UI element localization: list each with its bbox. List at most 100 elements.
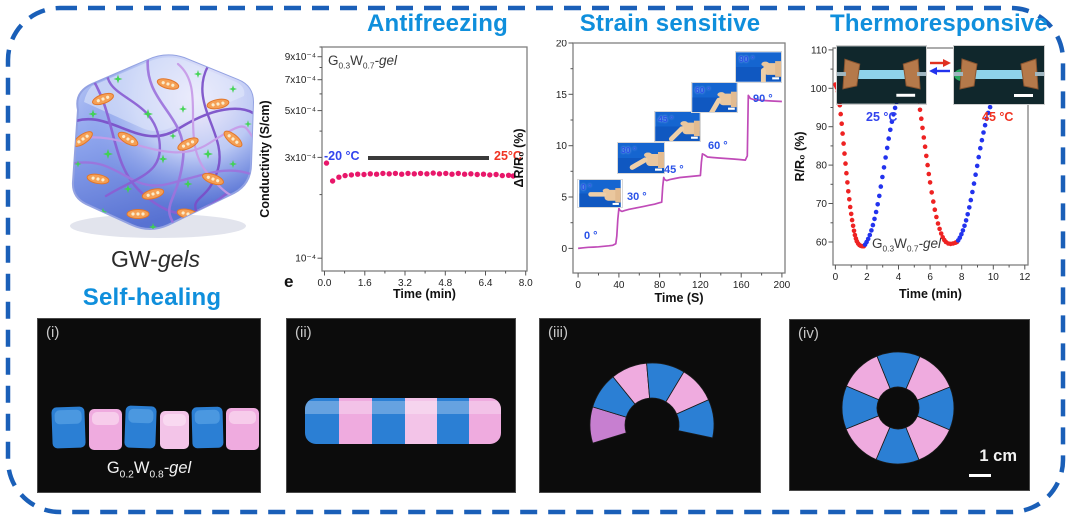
healed-gel-bar <box>305 398 501 444</box>
photo-tag: (iii) <box>548 324 568 341</box>
self-healing-photo-iv: (iv) 1 cm <box>789 319 1030 491</box>
arch-graphic <box>589 362 715 444</box>
svg-text:110: 110 <box>811 45 827 56</box>
inset-angle-label-60: 60 ° <box>695 85 711 95</box>
photo-tag: (iv) <box>798 325 819 342</box>
angle-label-60: 60 ° <box>708 140 728 152</box>
svg-text:6.4: 6.4 <box>479 278 493 289</box>
svg-text:10⁻⁴: 10⁻⁴ <box>295 254 316 265</box>
gel-strip-photo-45c <box>954 46 1044 104</box>
angle-label-90: 90 ° <box>753 93 773 105</box>
svg-text:20: 20 <box>556 40 568 50</box>
gel-cube-illustration <box>48 44 263 244</box>
svg-text:0: 0 <box>575 280 581 291</box>
conductivity-plot: 0.0 1.6 3.2 4.8 6.4 8.0 9x10⁻⁴ 7x10⁻⁴ 5x10⁻⁴ 3x10… <box>258 46 533 301</box>
strain-response-plot: 0 40 80 120 160 200 0 5 10 15 20 Time (S) ΔR/R₀ (%) <box>512 40 791 305</box>
antifreezing-title: Antifreezing <box>366 10 509 37</box>
self-healing-photo-ii: (ii) <box>286 318 516 493</box>
temp-25-label: 25°C <box>494 149 522 163</box>
svg-text:80: 80 <box>816 161 828 172</box>
gel-cube-art <box>70 54 255 238</box>
separated-gel-cubes <box>51 405 259 450</box>
svg-text:6: 6 <box>927 272 933 283</box>
svg-text:5: 5 <box>561 193 567 204</box>
svg-text:8: 8 <box>959 272 965 283</box>
svg-text:R/R₀ (%): R/R₀ (%) <box>793 131 807 181</box>
svg-text:Time (S): Time (S) <box>654 291 703 305</box>
svg-text:2: 2 <box>864 272 870 283</box>
gel-pieces-graphic <box>51 405 259 450</box>
healed-bar-graphic <box>305 398 501 444</box>
thermoresponsive-title: Thermoresponsive <box>830 10 1048 37</box>
angle-label-45: 45 ° <box>664 164 684 176</box>
svg-text:ΔR/R₀ (%): ΔR/R₀ (%) <box>512 128 526 187</box>
gw-gels-label: GW-gels <box>110 246 201 272</box>
photo-tag: (i) <box>46 324 60 341</box>
finger-bend-inset-90 <box>736 52 781 82</box>
bent-gel-arch <box>589 362 715 444</box>
svg-text:120: 120 <box>692 280 709 291</box>
ring-graphic <box>841 351 955 465</box>
gel-strip-photo-25c <box>837 46 926 104</box>
reversible-arrows-icon <box>929 59 951 75</box>
inset-angle-label-45: 45 ° <box>658 114 674 124</box>
svg-text:70: 70 <box>816 199 828 210</box>
inset-angle-label-90: 90 ° <box>739 54 755 64</box>
inset-angle-label-30: 30 ° <box>621 145 637 155</box>
gel-composition-label: G0.3W0.7-gel <box>328 53 398 71</box>
self-healing-photo-i: (i) G0.2W0.8-gel <box>37 318 261 493</box>
temp-25c-label: 25 °C <box>866 110 898 124</box>
svg-text:Conductivity (S/cm): Conductivity (S/cm) <box>258 100 272 217</box>
panel-letter-e: e <box>284 272 294 291</box>
svg-text:Time (min): Time (min) <box>899 287 962 301</box>
svg-text:9x10⁻⁴: 9x10⁻⁴ <box>285 52 316 63</box>
svg-text:200: 200 <box>774 280 791 291</box>
thermoresponsive-chart: 0 2 4 6 8 10 12 60 70 80 90 100 110 Time (min) R/R₀ (%… <box>793 40 1044 302</box>
strain-sensitive-title: Strain sensitive <box>579 10 761 37</box>
svg-text:1.6: 1.6 <box>358 278 372 289</box>
svg-text:3.2: 3.2 <box>398 278 412 289</box>
svg-text:4.8: 4.8 <box>438 278 452 289</box>
svg-text:60: 60 <box>816 238 828 249</box>
finger-bend-inset-30 <box>618 143 664 173</box>
finger-bend-inset-60 <box>692 83 737 112</box>
angle-label-30: 30 ° <box>627 191 647 203</box>
svg-text:3x10⁻⁴: 3x10⁻⁴ <box>285 153 316 164</box>
svg-text:0.0: 0.0 <box>318 278 332 289</box>
svg-text:15: 15 <box>556 90 568 101</box>
svg-text:90: 90 <box>816 122 828 133</box>
photo-tag: (ii) <box>295 324 312 341</box>
finger-bend-inset-0 <box>579 180 621 207</box>
svg-text:4: 4 <box>896 272 902 283</box>
self-healing-photo-iii: (iii) <box>539 318 761 493</box>
svg-text:0: 0 <box>561 244 567 255</box>
temp-45c-label: 45 °C <box>982 110 1014 124</box>
nanofiller-particles <box>73 78 243 220</box>
scale-bar <box>969 473 991 477</box>
temp-annotation-line <box>368 156 489 160</box>
svg-text:7x10⁻⁴: 7x10⁻⁴ <box>285 75 316 86</box>
svg-text:8.0: 8.0 <box>519 278 533 289</box>
svg-text:40: 40 <box>613 280 625 291</box>
antifreezing-chart: 0.0 1.6 3.2 4.8 6.4 8.0 9x10⁻⁴ 7x10⁻⁴ 5x10⁻⁴ 3x10… <box>256 40 536 302</box>
self-healing-title: Self-healing <box>82 284 222 311</box>
svg-text:5x10⁻⁴: 5x10⁻⁴ <box>285 106 316 117</box>
gel-ring <box>841 351 955 465</box>
temp-minus20-label: -20 °C <box>324 149 360 163</box>
svg-text:12: 12 <box>1019 272 1031 283</box>
svg-text:80: 80 <box>654 280 666 291</box>
svg-text:100: 100 <box>810 84 827 95</box>
svg-text:10: 10 <box>988 272 1000 283</box>
scale-bar-label: 1 cm <box>979 447 1017 465</box>
finger-bend-inset-45 <box>655 112 700 141</box>
svg-text:0: 0 <box>833 272 839 283</box>
inset-angle-label-0: 0 ° <box>581 182 592 192</box>
gel-composition-label: G0.3W0.7-gel <box>872 236 942 254</box>
svg-text:Time (min): Time (min) <box>393 287 456 301</box>
strain-sensitive-chart: 0 40 80 120 160 200 0 5 10 15 20 Time (S) ΔR/R₀ (%) … <box>510 40 797 306</box>
svg-text:160: 160 <box>733 280 750 291</box>
angle-label-0: 0 ° <box>584 230 598 242</box>
gel-composition-label: G0.2W0.8-gel <box>106 458 192 480</box>
